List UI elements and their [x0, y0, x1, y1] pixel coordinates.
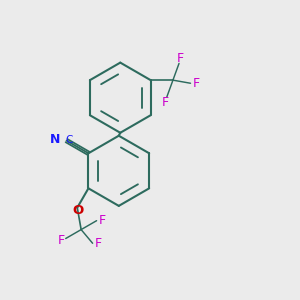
Text: N: N [50, 133, 60, 146]
Text: F: F [162, 96, 169, 109]
Text: C: C [66, 135, 73, 145]
Text: O: O [72, 204, 83, 217]
Text: F: F [192, 77, 200, 90]
Text: F: F [98, 214, 106, 227]
Text: F: F [58, 233, 65, 247]
Text: F: F [177, 52, 184, 64]
Text: F: F [94, 237, 101, 250]
